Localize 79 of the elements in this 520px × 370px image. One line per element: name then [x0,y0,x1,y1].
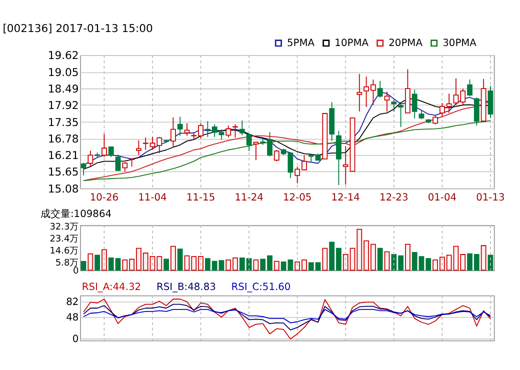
series-label: RSI_A:44.32 [82,282,142,293]
candlestick [384,91,390,112]
line-series [83,304,491,330]
x-tick-label: 10-26 [90,192,119,204]
candlestick [391,100,397,112]
legend-label: 20PMA [388,38,423,49]
x-tick-label: 12-05 [282,192,312,204]
y-tick-label: 19.62 [48,49,79,62]
bar [94,254,100,271]
bar [177,248,183,271]
series-label: RSI_C:51.60 [231,282,291,293]
y-tick-label: 0 [73,266,79,276]
candlestick [170,116,176,148]
x-tick-label: 12-14 [331,192,360,204]
candlestick [115,154,121,172]
candlestick [239,120,245,136]
y-tick-label: 15.65 [48,166,79,179]
line-series [83,298,491,340]
bar [253,259,259,271]
y-tick-label: 14.6万 [50,246,79,256]
candlestick [398,103,404,128]
candlestick [184,122,190,136]
bar [170,246,176,271]
candlestick [88,150,94,168]
bar [88,253,94,271]
candlestick [232,124,238,138]
candlestick [412,89,418,119]
x-tick-label: 11-04 [138,192,167,204]
candlestick [108,146,114,158]
candlestick [488,85,494,118]
bar [274,260,280,271]
candlestick [253,142,259,161]
y-tick-label: 17.92 [48,99,79,112]
candlestick [136,140,142,156]
candlestick [102,133,107,158]
bar [404,244,410,271]
legend-label: 30PMA [442,38,477,49]
x-tick-label: 11-24 [234,192,264,204]
y-tick-label: 0 [72,334,79,346]
candlestick [356,73,362,112]
candlestick [80,162,86,176]
y-tick-label: 19.05 [48,66,79,79]
candlestick [336,130,342,186]
legend-label: 10PMA [334,38,369,49]
y-tick-label: 5.8万 [55,258,79,268]
y-tick-label: 15.08 [48,182,79,196]
y-tick-label: 18.49 [48,82,79,96]
candlestick [274,149,280,162]
legend-label: 5PMA [286,38,315,49]
y-tick-label: 17.35 [48,116,79,129]
x-tick-label: 01-13 [476,192,505,204]
candlestick [177,116,183,136]
candlestick [122,162,128,172]
x-tick-label: 12-23 [380,192,408,204]
series-label: RSI_B:48.83 [156,282,216,293]
bar [164,258,169,271]
bar [377,248,383,271]
candlestick [226,125,232,138]
y-tick-label: 48 [66,312,79,324]
y-tick-label: 32.3万 [50,222,79,232]
candlestick [432,114,438,125]
candlestick [474,96,480,126]
x-tick-label: 11-15 [186,192,216,204]
bar [480,245,486,271]
bar [384,251,390,271]
chart-title: 成交量:109864 [40,208,112,220]
y-tick-label: 16.78 [48,132,79,146]
line-series [83,308,491,324]
candlestick [246,134,252,152]
candlestick [377,80,383,98]
bar [80,260,86,271]
bar [322,248,328,271]
chart-title: [002136] 2017-01-13 15:00 [2,22,153,35]
y-tick-label: 82 [66,296,79,308]
y-tick-label: 23.4万 [50,234,79,244]
y-tick-label: 16.21 [48,149,79,162]
candlestick [467,79,472,97]
bar [102,249,107,271]
x-tick-label: 01-04 [428,192,457,204]
